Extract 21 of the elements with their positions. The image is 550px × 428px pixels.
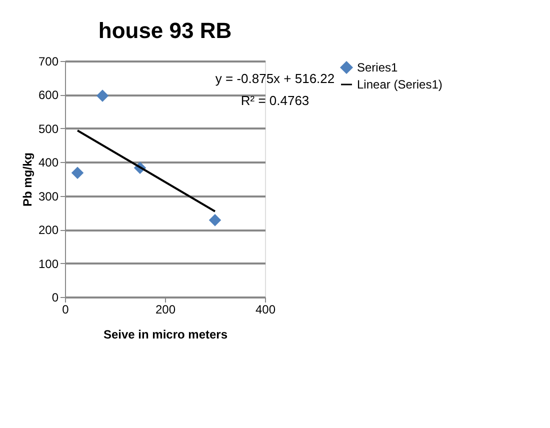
y-tick-label: 700 (38, 54, 59, 68)
y-tick-label: 200 (38, 223, 59, 238)
x-axis-title: Seive in micro meters (103, 328, 228, 342)
chart-title: house 93 RB (98, 18, 232, 43)
annotation: R² = 0.4763 (240, 93, 310, 108)
legend-label: Linear (Series1) (357, 78, 442, 92)
x-tick-label: 200 (155, 302, 176, 316)
y-tick-label: 100 (38, 256, 59, 271)
y-axis-title: Pb mg/kg (20, 152, 34, 207)
y-tick-label: 0 (52, 290, 59, 304)
point (208, 214, 222, 226)
y-tick-label: 600 (38, 88, 59, 102)
legend-label: Series1 (357, 60, 398, 74)
y-tick-label: 400 (38, 156, 59, 170)
point (96, 90, 109, 102)
y-tick-label: 300 (38, 189, 59, 204)
x-tick-label: 400 (255, 302, 276, 316)
annotation: y = -0.875x + 516.22 (215, 71, 335, 86)
x-tick-label: 0 (62, 302, 70, 316)
point (71, 166, 84, 180)
y-tick-label: 500 (38, 122, 59, 136)
